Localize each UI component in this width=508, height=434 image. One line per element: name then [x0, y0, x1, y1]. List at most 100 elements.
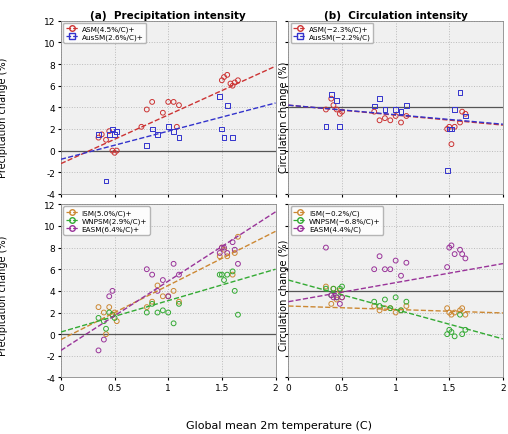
- Text: Circulation change (%): Circulation change (%): [279, 240, 290, 351]
- Point: [445, 244, 453, 251]
- Point: [375, 96, 384, 103]
- Point: [322, 124, 330, 131]
- Point: [448, 312, 456, 319]
- Point: [443, 305, 451, 312]
- Point: [218, 272, 226, 279]
- Text: Precipitation change (%): Precipitation change (%): [0, 235, 8, 355]
- Point: [381, 266, 389, 273]
- Point: [164, 309, 172, 316]
- Point: [445, 124, 453, 131]
- Point: [397, 307, 405, 314]
- Point: [329, 286, 337, 293]
- Point: [159, 110, 167, 117]
- Point: [137, 124, 145, 131]
- Point: [458, 251, 466, 258]
- Point: [234, 261, 242, 268]
- Point: [402, 260, 410, 266]
- Point: [175, 102, 183, 109]
- Point: [143, 309, 151, 316]
- Point: [108, 288, 116, 295]
- Legend: ISM(−0.2%/C), WNPSM(−6.8%/C)+, EASM(4.4%/C): ISM(−0.2%/C), WNPSM(−6.8%/C)+, EASM(4.4%…: [291, 207, 383, 235]
- Point: [229, 272, 237, 279]
- Legend: ASM(4.5%/C)+, AusSM(2.6%/C)+: ASM(4.5%/C)+, AusSM(2.6%/C)+: [63, 24, 146, 44]
- Point: [458, 305, 466, 312]
- Point: [333, 98, 341, 105]
- Point: [386, 305, 394, 312]
- Point: [231, 288, 239, 295]
- Point: [170, 320, 178, 327]
- Point: [102, 326, 110, 332]
- Point: [229, 268, 237, 275]
- Point: [370, 103, 378, 110]
- Legend: ASM(−2.3%/C)+, AusSM(−2.2%/C): ASM(−2.3%/C)+, AusSM(−2.2%/C): [291, 24, 373, 44]
- Point: [329, 102, 337, 109]
- Point: [143, 107, 151, 114]
- Point: [153, 283, 162, 289]
- Point: [111, 309, 119, 316]
- Point: [402, 299, 410, 306]
- Point: [216, 94, 224, 101]
- Point: [164, 124, 172, 131]
- Title: (a)  Precipitation intensity: (a) Precipitation intensity: [90, 11, 246, 21]
- Point: [143, 266, 151, 273]
- Point: [223, 272, 231, 279]
- Point: [113, 128, 121, 135]
- Point: [402, 303, 410, 310]
- Point: [397, 307, 405, 314]
- Point: [94, 132, 103, 138]
- Point: [94, 304, 103, 311]
- Point: [170, 99, 178, 106]
- Point: [94, 135, 103, 142]
- Point: [148, 99, 156, 106]
- Point: [336, 286, 344, 293]
- Point: [327, 92, 335, 99]
- Point: [386, 118, 394, 125]
- Point: [375, 307, 384, 314]
- Point: [392, 309, 400, 316]
- Point: [108, 312, 116, 319]
- Point: [175, 272, 183, 279]
- Point: [148, 299, 156, 306]
- Point: [170, 128, 178, 135]
- Point: [216, 250, 224, 257]
- Point: [220, 277, 228, 284]
- Title: (b)  Circulation intensity: (b) Circulation intensity: [324, 11, 467, 21]
- Point: [229, 83, 237, 90]
- Point: [159, 293, 167, 300]
- Point: [227, 81, 235, 88]
- Point: [218, 78, 226, 85]
- Point: [370, 109, 378, 116]
- Point: [234, 234, 242, 241]
- Point: [336, 124, 344, 131]
- Point: [113, 318, 121, 325]
- Point: [456, 312, 464, 319]
- Point: [402, 102, 410, 109]
- Point: [231, 247, 239, 253]
- Point: [175, 301, 183, 308]
- Point: [338, 283, 346, 290]
- Point: [108, 126, 116, 133]
- Point: [443, 167, 451, 174]
- Point: [375, 118, 384, 125]
- Point: [143, 142, 151, 149]
- Point: [448, 126, 456, 133]
- Point: [445, 309, 453, 316]
- Point: [164, 99, 172, 106]
- Point: [448, 141, 456, 148]
- Point: [113, 148, 121, 155]
- Point: [456, 247, 464, 253]
- Point: [445, 126, 453, 133]
- Point: [370, 299, 378, 306]
- Point: [451, 309, 459, 316]
- Point: [397, 120, 405, 127]
- Point: [220, 244, 228, 251]
- Point: [381, 107, 389, 114]
- Point: [397, 273, 405, 279]
- Point: [402, 113, 410, 120]
- Point: [381, 305, 389, 312]
- Point: [216, 253, 224, 260]
- Point: [451, 251, 459, 258]
- Point: [322, 107, 330, 114]
- Point: [111, 150, 119, 157]
- Point: [461, 255, 469, 262]
